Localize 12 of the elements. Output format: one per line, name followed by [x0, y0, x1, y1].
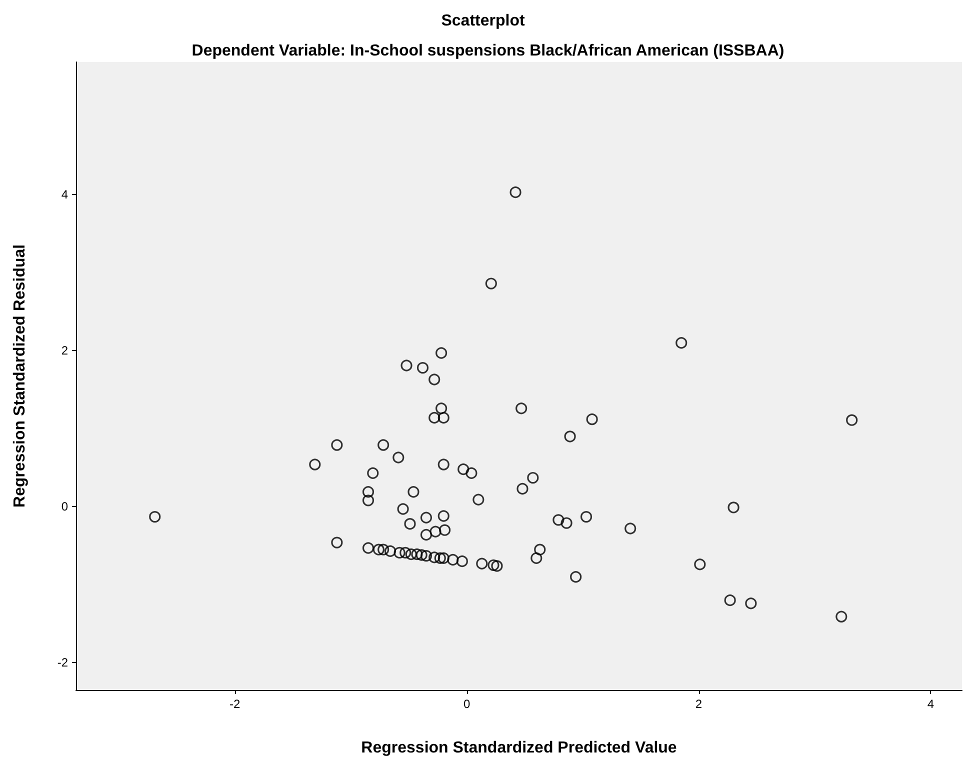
x-tick-label: -2	[230, 697, 241, 711]
x-axis-title: Regression Standardized Predicted Value	[361, 740, 677, 756]
y-tick-label: 4	[61, 188, 68, 202]
y-axis-title: Regression Standardized Residual	[12, 244, 28, 508]
y-tick-label: 0	[61, 500, 68, 514]
y-tick-label: -2	[57, 656, 68, 670]
x-tick-label: 0	[463, 697, 470, 711]
y-tick-label: 2	[61, 344, 68, 358]
x-tick-label: 4	[927, 697, 934, 711]
x-tick-label: 2	[695, 697, 702, 711]
chart-title: Scatterplot	[441, 12, 526, 30]
chart-subtitle: Dependent Variable: In-School suspensions Black/African American (ISSBAA)	[192, 42, 784, 60]
